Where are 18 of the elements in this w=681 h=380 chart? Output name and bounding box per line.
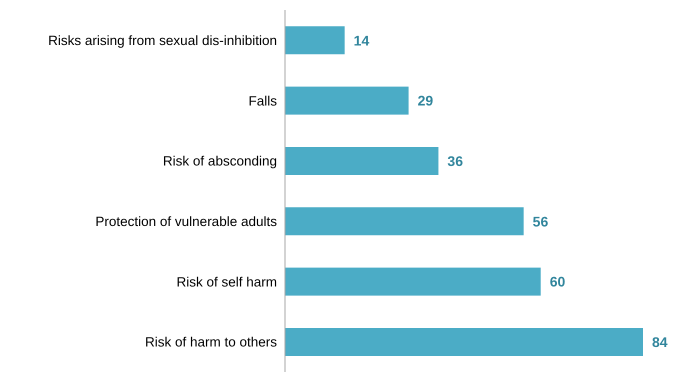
bar xyxy=(285,328,643,356)
y-tick-label: Protection of vulnerable adults xyxy=(95,214,278,229)
bar xyxy=(285,86,409,115)
data-label: 14 xyxy=(354,32,370,48)
bar xyxy=(285,207,524,236)
bar xyxy=(285,268,541,296)
y-tick-label: Risk of absconding xyxy=(162,154,277,169)
data-label: 56 xyxy=(532,213,548,230)
y-tick-label: Falls xyxy=(248,93,278,108)
data-label: 36 xyxy=(447,152,464,169)
data-label: 29 xyxy=(418,92,434,109)
data-label: 84 xyxy=(652,334,668,350)
bar xyxy=(285,26,345,54)
bar xyxy=(285,146,438,175)
y-tick-label: Risk of self harm xyxy=(176,274,277,290)
data-label: 60 xyxy=(550,274,566,290)
y-tick-label: Risk of harm to others xyxy=(144,334,278,350)
y-tick-label: Risks arising from sexual dis-inhibition xyxy=(48,32,277,48)
